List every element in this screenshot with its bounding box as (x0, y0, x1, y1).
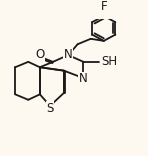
Text: S: S (46, 102, 54, 115)
Text: N: N (64, 48, 73, 61)
Text: F: F (100, 0, 107, 13)
Text: SH: SH (102, 55, 118, 68)
Text: O: O (35, 48, 45, 61)
Text: N: N (79, 72, 88, 85)
